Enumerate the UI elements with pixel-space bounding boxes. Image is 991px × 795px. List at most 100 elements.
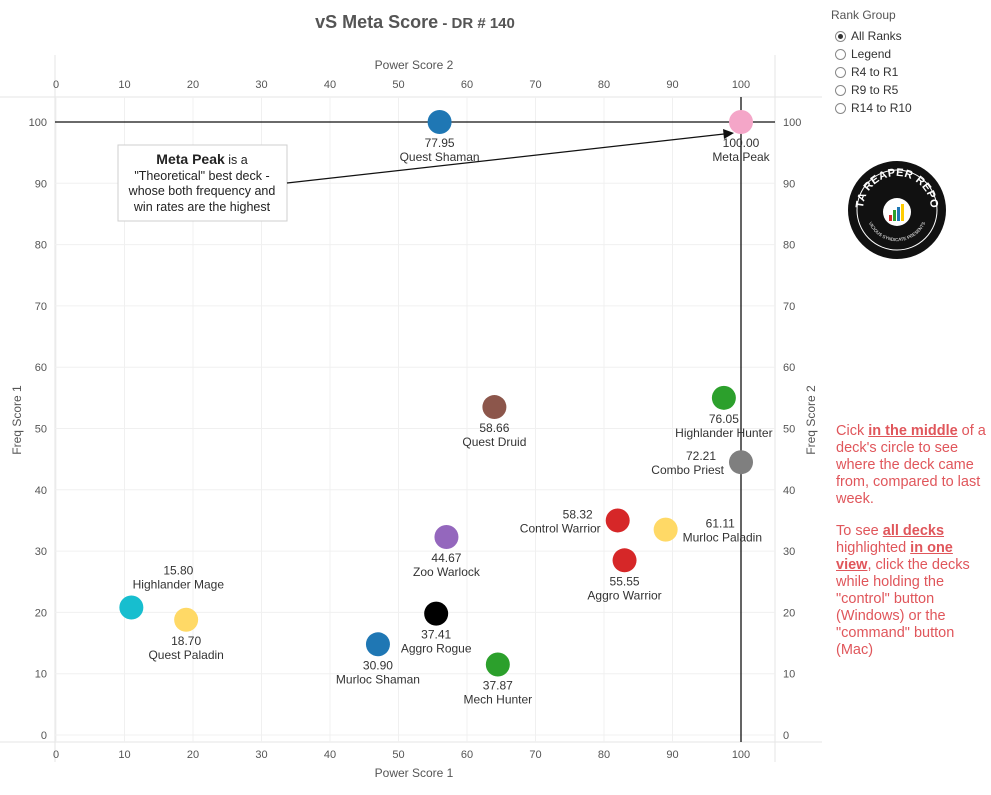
x-tick-label-bottom: 10 (118, 749, 130, 761)
rank-option-legend[interactable]: Legend (831, 45, 912, 63)
rank-option-r9-r5[interactable]: R9 to R5 (831, 81, 912, 99)
x-axis-title-top: Power Score 2 (375, 58, 454, 72)
x-tick-label-top: 30 (255, 79, 267, 91)
deck-point[interactable] (427, 110, 452, 134)
radio-icon (835, 30, 846, 42)
deck-point[interactable] (482, 395, 507, 420)
instructions-note: Cick in the middle of a deck's circle to… (836, 423, 986, 674)
y-tick-label-left: 0 (41, 730, 47, 742)
y-tick-label-right: 70 (783, 301, 795, 313)
x-tick-label-top: 10 (118, 79, 130, 91)
deck-point[interactable] (424, 601, 449, 626)
y-tick-label-left: 80 (35, 240, 47, 252)
x-tick-label-top: 80 (598, 79, 610, 91)
y-tick-label-right: 100 (783, 117, 801, 129)
radio-icon (835, 102, 846, 114)
deck-score-label: 44.67 (431, 551, 461, 565)
chart-title-sub: - DR # 140 (438, 15, 515, 32)
y-tick-label-left: 60 (35, 362, 47, 374)
deck-name-label: Murloc Paladin (683, 531, 762, 545)
annotation-line-3: whose both frequency and (128, 184, 276, 198)
deck-point[interactable] (434, 525, 459, 550)
deck-point[interactable] (605, 508, 630, 533)
note-paragraph-1: Cick in the middle of a deck's circle to… (836, 423, 986, 507)
deck-name-label: Meta Peak (712, 150, 770, 164)
annotation-arrow-line (286, 133, 725, 184)
y-tick-label-right: 10 (783, 669, 795, 681)
y-axis-title-left: Freq Score 1 (10, 385, 24, 455)
deck-name-label: Quest Paladin (148, 648, 223, 662)
deck-name-label: Highlander Mage (133, 577, 225, 591)
x-tick-label-top: 100 (732, 79, 750, 91)
annotation-arrow-head (723, 129, 734, 139)
y-tick-label-left: 10 (35, 669, 47, 681)
annotation-line-4: win rates are the highest (133, 200, 271, 214)
rank-group-title: Rank Group (831, 8, 896, 22)
deck-score-label: 37.41 (421, 628, 451, 642)
x-tick-label-bottom: 90 (666, 749, 678, 761)
deck-score-label: 58.32 (563, 507, 593, 521)
deck-point[interactable] (653, 517, 678, 542)
deck-score-label: 100.00 (723, 136, 760, 150)
deck-name-label: Mech Hunter (463, 693, 532, 707)
rank-option-all-ranks[interactable]: All Ranks (831, 27, 912, 45)
x-tick-label-top: 40 (324, 79, 336, 91)
rank-option-label: Legend (851, 47, 892, 61)
deck-name-label: Zoo Warlock (413, 565, 481, 579)
rank-option-label: R9 to R5 (851, 83, 899, 97)
deck-point[interactable] (711, 385, 736, 410)
radio-icon (835, 84, 846, 96)
x-tick-label-top: 20 (187, 79, 199, 91)
y-tick-label-left: 90 (35, 178, 47, 190)
deck-name-label: Quest Shaman (400, 150, 480, 164)
chart-title: vS Meta Score - DR # 140 (0, 12, 830, 33)
y-tick-label-right: 80 (783, 240, 795, 252)
rank-group-filter: Rank Group All Ranks Legend R4 to R1 R9 … (831, 8, 912, 117)
x-tick-label-top: 90 (666, 79, 678, 91)
x-tick-label-bottom: 20 (187, 749, 199, 761)
deck-score-label: 58.66 (479, 421, 509, 435)
deck-name-label: Highlander Hunter (675, 426, 772, 440)
deck-score-label: 77.95 (425, 136, 455, 150)
radio-icon (835, 48, 846, 60)
deck-name-label: Quest Druid (462, 435, 526, 449)
deck-name-label: Aggro Rogue (401, 642, 472, 656)
deck-point[interactable] (729, 450, 753, 475)
deck-point[interactable] (729, 110, 753, 134)
x-tick-label-bottom: 30 (255, 749, 267, 761)
rank-option-label: R4 to R1 (851, 65, 899, 79)
y-tick-label-right: 30 (783, 546, 795, 558)
y-tick-label-left: 30 (35, 546, 47, 558)
deck-score-label: 30.90 (363, 658, 393, 672)
rank-option-r4-r1[interactable]: R4 to R1 (831, 63, 912, 81)
deck-point[interactable] (485, 652, 510, 677)
x-tick-label-bottom: 50 (392, 749, 404, 761)
x-tick-label-bottom: 70 (529, 749, 541, 761)
x-tick-label-bottom: 80 (598, 749, 610, 761)
x-tick-label-top: 0 (53, 79, 59, 91)
deck-score-label: 61.11 (706, 517, 735, 531)
rank-option-label: R14 to R10 (851, 101, 912, 115)
deck-point[interactable] (174, 607, 199, 632)
y-tick-label-right: 0 (783, 730, 789, 742)
y-axis-title-right: Freq Score 2 (804, 385, 818, 455)
y-tick-label-left: 40 (35, 485, 47, 497)
annotation-box (117, 144, 288, 222)
deck-score-label: 37.87 (483, 679, 513, 693)
deck-name-label: Combo Priest (651, 463, 724, 477)
deck-score-label: 15.80 (163, 563, 193, 577)
deck-point[interactable] (365, 632, 390, 657)
rank-option-label: All Ranks (851, 29, 902, 43)
deck-score-label: 18.70 (171, 634, 201, 648)
y-tick-label-left: 20 (35, 607, 47, 619)
annotation-line-2: "Theoretical" best deck - (134, 169, 269, 183)
radio-icon (835, 66, 846, 78)
deck-point[interactable] (612, 548, 637, 573)
y-tick-label-right: 90 (783, 178, 795, 190)
deck-score-label: 76.05 (709, 412, 739, 426)
chart-title-main: vS Meta Score (315, 12, 439, 32)
rank-option-r14-r10[interactable]: R14 to R10 (831, 99, 912, 117)
deck-point[interactable] (119, 595, 144, 620)
y-tick-label-right: 20 (783, 607, 795, 619)
